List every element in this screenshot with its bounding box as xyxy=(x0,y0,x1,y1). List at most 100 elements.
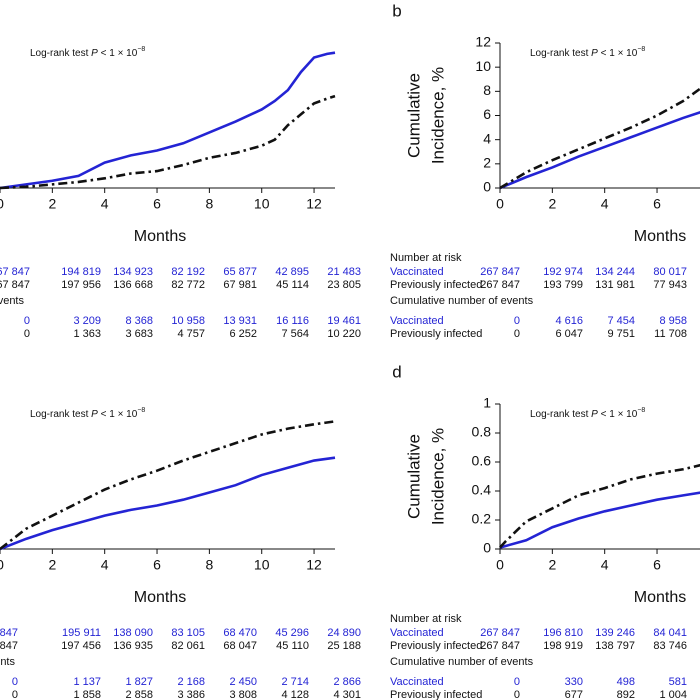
x-tick-label: 6 xyxy=(653,196,661,212)
table-cell: 68 047 xyxy=(223,640,257,652)
table-cell: 23 805 xyxy=(327,279,361,291)
y-tick-label: 10 xyxy=(475,58,491,74)
table-cell: 0 xyxy=(514,315,520,327)
x-tick-label: 12 xyxy=(306,557,322,573)
table-cell: 0 xyxy=(24,315,30,327)
y-tick-label: 0 xyxy=(483,540,491,556)
annotation-part: < 1 × 10 xyxy=(98,48,138,59)
table-cell: 267 847 xyxy=(0,279,30,291)
annotation-part: Log-rank test xyxy=(530,409,591,420)
table-cell: 4 757 xyxy=(177,328,205,340)
table-cell: 136 935 xyxy=(113,640,153,652)
km-curve xyxy=(0,420,336,551)
panel-letter: d xyxy=(392,362,401,381)
row-name: Vaccinated xyxy=(390,266,444,278)
table-cell: 139 246 xyxy=(595,627,635,639)
table-cell: 10 220 xyxy=(327,328,361,340)
table-cell: 11 708 xyxy=(654,328,687,340)
table-cell: 3 808 xyxy=(229,689,257,700)
table-title: Number at risk xyxy=(390,252,462,264)
table-cell: 67 981 xyxy=(223,279,257,291)
table-cell: 10 958 xyxy=(171,315,205,327)
table-cell: 84 041 xyxy=(653,627,687,639)
y-tick-label: 0.2 xyxy=(472,511,492,527)
table-cell: 498 xyxy=(617,676,635,688)
table-cell: 1 858 xyxy=(73,689,101,700)
table-cell: 4 616 xyxy=(555,315,583,327)
table-cell: 267 847 xyxy=(0,627,18,639)
table-cell: 131 981 xyxy=(595,279,635,291)
table-cell: 267 847 xyxy=(480,640,520,652)
km-curve xyxy=(0,51,336,190)
row-name: Vaccinated xyxy=(390,627,444,639)
x-tick-label: 0 xyxy=(0,557,4,573)
table-cell: 677 xyxy=(565,689,583,700)
table-cell: 196 810 xyxy=(543,627,583,639)
table-cell: 3 683 xyxy=(125,328,153,340)
annotation: Log-rank test P < 1 × 10−8 xyxy=(30,46,145,58)
x-tick-label: 10 xyxy=(254,557,270,573)
table-cell: 2 714 xyxy=(281,676,309,688)
table-cell: 3 209 xyxy=(73,315,101,327)
annotation: Log-rank test P < 1 × 10−8 xyxy=(530,46,645,58)
x-tick-label: 8 xyxy=(205,196,213,212)
annotation-part: < 1 × 10 xyxy=(598,48,638,59)
table-cell: 197 956 xyxy=(61,279,101,291)
table-cell: 0 xyxy=(514,676,520,688)
x-tick-label: 12 xyxy=(306,196,322,212)
row-name: Vaccinated xyxy=(390,315,444,327)
row-name: Previously infected xyxy=(390,640,482,652)
table-cell: 7 454 xyxy=(607,315,635,327)
table-cell: 2 858 xyxy=(125,689,153,700)
x-tick-label: 0 xyxy=(496,557,504,573)
x-axis-label: Months xyxy=(134,589,186,606)
table-cell: 16 116 xyxy=(276,315,309,327)
km-curve xyxy=(499,491,700,549)
x-tick-label: 4 xyxy=(601,196,609,212)
annotation-part: −8 xyxy=(637,46,645,53)
table-cell: 3 386 xyxy=(177,689,205,700)
table-cell: 267 847 xyxy=(480,279,520,291)
y-tick-label: 12 xyxy=(475,34,491,50)
table-cell: 192 974 xyxy=(543,266,583,278)
annotation-part: Log-rank test xyxy=(30,409,91,420)
table-cell: 45 114 xyxy=(276,279,309,291)
table-cell: 267 847 xyxy=(0,640,18,652)
table-cell: 2 450 xyxy=(229,676,257,688)
annotation: Log-rank test P < 1 × 10−8 xyxy=(530,407,645,419)
y-axis-label: Incidence, % xyxy=(428,428,447,525)
annotation-part: Log-rank test xyxy=(530,48,591,59)
x-tick-label: 6 xyxy=(153,196,161,212)
y-tick-label: 8 xyxy=(483,82,491,98)
table-cell: 194 819 xyxy=(61,266,101,278)
annotation-part: −8 xyxy=(137,407,145,414)
table-cell: 1 137 xyxy=(73,676,101,688)
table-cell: 65 877 xyxy=(223,266,257,278)
y-tick-label: 0.8 xyxy=(472,424,492,440)
annotation-part: P xyxy=(91,48,98,59)
km-curve xyxy=(499,463,700,549)
table-cell: 267 847 xyxy=(480,627,520,639)
y-axis-label: Incidence, % xyxy=(428,67,447,164)
table-cell: 6 047 xyxy=(555,328,583,340)
table-cell: 138 090 xyxy=(113,627,153,639)
table-cell: 45 296 xyxy=(275,627,309,639)
x-tick-label: 2 xyxy=(548,557,556,573)
annotation-part: −8 xyxy=(137,46,145,53)
table-cell: 267 847 xyxy=(0,266,30,278)
table-cell: 134 923 xyxy=(113,266,153,278)
x-tick-label: 8 xyxy=(205,557,213,573)
table-cell: 7 564 xyxy=(281,328,309,340)
annotation-part: P xyxy=(91,409,98,420)
x-tick-label: 10 xyxy=(254,196,270,212)
annotation-part: P xyxy=(591,409,598,420)
table-title: Cumulative number of events xyxy=(390,295,534,307)
table-cell: 25 188 xyxy=(327,640,361,652)
y-tick-label: 2 xyxy=(483,155,491,171)
x-tick-label: 6 xyxy=(153,557,161,573)
table-cell: 21 483 xyxy=(327,266,361,278)
x-tick-label: 4 xyxy=(601,557,609,573)
table-cell: 134 244 xyxy=(595,266,635,278)
table-cell: 1 827 xyxy=(125,676,153,688)
